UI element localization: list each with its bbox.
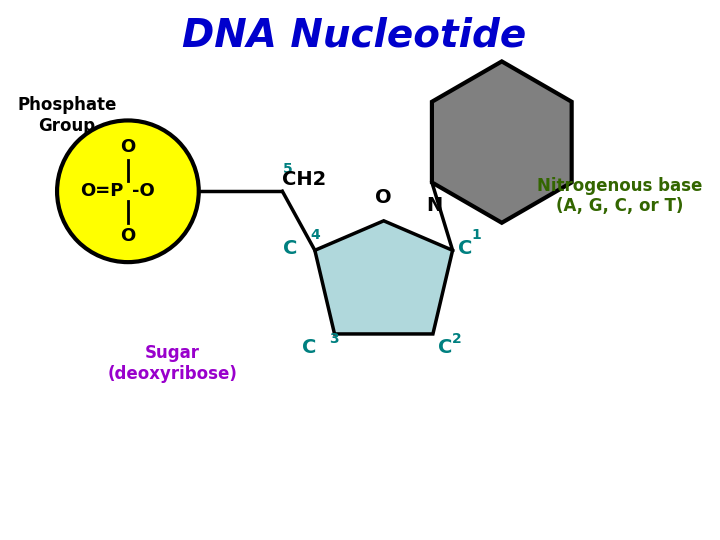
Text: 4: 4 <box>310 228 320 242</box>
Text: O: O <box>120 227 135 245</box>
Text: Sugar
(deoxyribose): Sugar (deoxyribose) <box>107 344 237 383</box>
Text: 3: 3 <box>330 332 339 346</box>
Text: Phosphate
Group: Phosphate Group <box>17 96 117 134</box>
Text: 1: 1 <box>472 228 481 242</box>
Text: DNA Nucleotide: DNA Nucleotide <box>182 16 526 54</box>
Polygon shape <box>315 221 453 334</box>
Text: CH2: CH2 <box>282 170 327 190</box>
Text: C: C <box>438 338 452 357</box>
Text: O: O <box>120 138 135 156</box>
Polygon shape <box>432 62 572 223</box>
Text: -O: -O <box>132 183 155 200</box>
Ellipse shape <box>57 120 199 262</box>
Text: C: C <box>457 239 472 258</box>
Text: C: C <box>283 239 297 258</box>
Text: N: N <box>426 196 442 215</box>
Text: 5: 5 <box>282 161 292 176</box>
Text: 2: 2 <box>451 332 462 346</box>
Text: C: C <box>302 338 317 357</box>
Text: O=P: O=P <box>81 183 124 200</box>
Text: Nitrogenous base
(A, G, C, or T): Nitrogenous base (A, G, C, or T) <box>537 177 703 215</box>
Text: O: O <box>375 188 392 207</box>
